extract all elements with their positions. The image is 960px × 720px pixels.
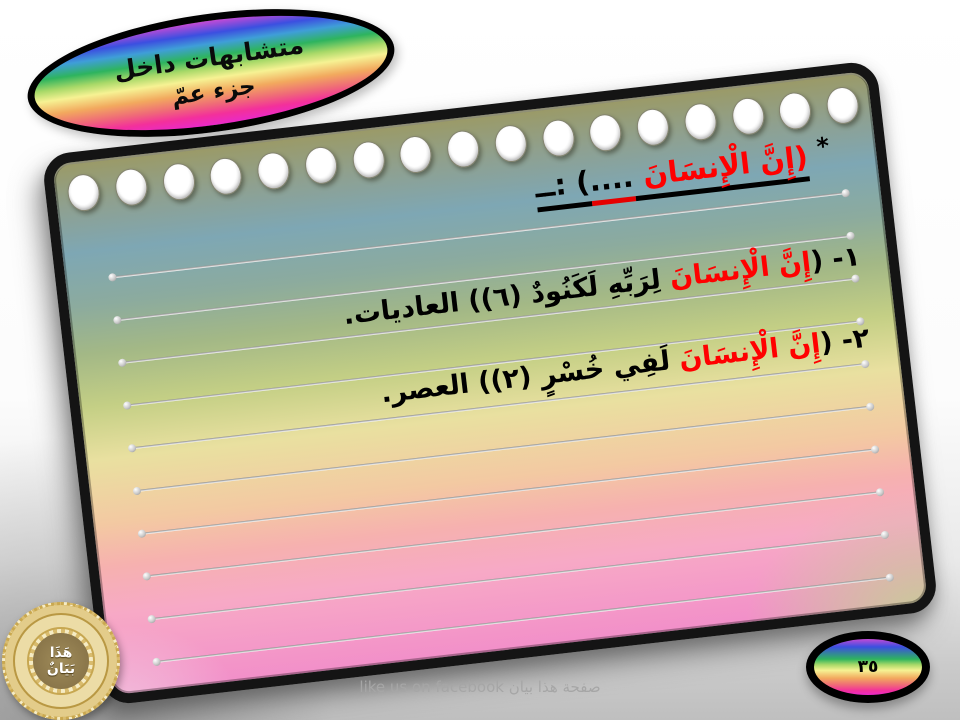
badge-line-1: متشابهات داخل <box>112 29 306 86</box>
seal-line-1: هَذَا <box>49 644 73 661</box>
verse-1-prefix: ١- ( <box>809 241 862 278</box>
title-dots: .... <box>587 159 636 207</box>
page-number-badge: ٣٥ <box>806 631 930 703</box>
page-number: ٣٥ <box>857 657 879 677</box>
title-tail: ) :ــ <box>532 164 593 213</box>
ruled-line <box>142 448 875 535</box>
seal-line-2: بَيَانٌ <box>46 661 76 677</box>
ruled-line <box>157 576 889 663</box>
notebook-page: *(إِنَّ الْإِنسَانَ ....) :ــ ١- (إِنَّ … <box>41 59 939 707</box>
ruled-line <box>152 534 885 621</box>
facebook-footer-text: like us on facebook صفحة هذا بيان <box>359 678 601 696</box>
badge-line-2: جزء عمّ <box>170 73 258 111</box>
verse-2-prefix: ٢- ( <box>818 322 872 359</box>
ruled-line <box>137 405 870 492</box>
seal-text: هَذَا بَيَانٌ <box>33 633 89 689</box>
ruled-line <box>147 491 880 578</box>
channel-seal-icon: هَذَا بَيَانٌ <box>2 602 120 720</box>
